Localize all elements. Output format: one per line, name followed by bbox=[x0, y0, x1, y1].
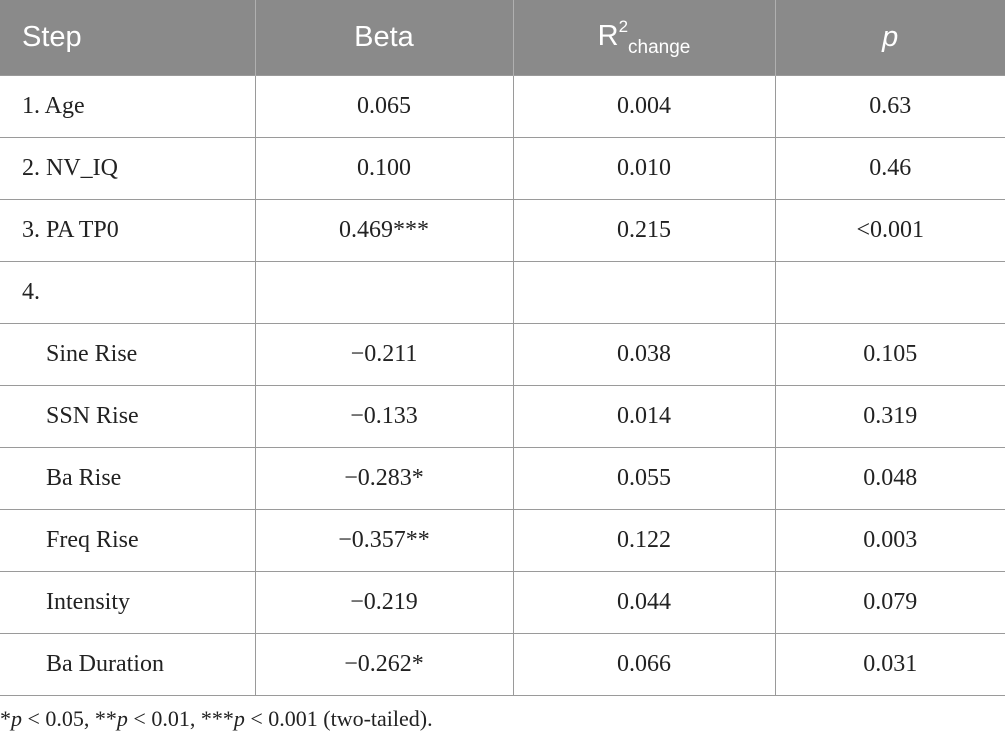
cell-beta: −0.219 bbox=[254, 571, 514, 634]
footnote-p-symbol: p bbox=[11, 706, 22, 731]
cell-p: 0.031 bbox=[774, 633, 1005, 696]
cell-p: 0.63 bbox=[774, 75, 1005, 138]
cell-p: 0.079 bbox=[774, 571, 1005, 634]
footnote-p-symbol: p bbox=[233, 706, 245, 731]
header-r2-subscript: change bbox=[628, 36, 691, 58]
header-r2-change: R2change bbox=[512, 0, 775, 76]
cell-beta: −0.211 bbox=[254, 323, 514, 386]
cell-step: Ba Rise bbox=[0, 447, 256, 510]
cell-r2-change: 0.014 bbox=[512, 385, 776, 448]
footnote-text: < 0.001 (two-tailed). bbox=[244, 706, 433, 731]
cell-p: 0.319 bbox=[774, 385, 1005, 448]
table-row: 2. NV_IQ 0.100 0.010 0.46 bbox=[0, 137, 1005, 200]
cell-step: Intensity bbox=[0, 571, 256, 634]
cell-step: 3. PA TP0 bbox=[0, 199, 256, 262]
footnote-p-symbol: p bbox=[116, 706, 128, 731]
header-r2-base: R bbox=[597, 19, 619, 52]
cell-beta: −0.133 bbox=[254, 385, 514, 448]
cell-step: Sine Rise bbox=[0, 323, 256, 386]
table-row: 4. bbox=[0, 261, 1005, 324]
table-row: Intensity −0.219 0.044 0.079 bbox=[0, 571, 1005, 634]
table-footnote: *p < 0.05, **p < 0.01, ***p < 0.001 (two… bbox=[0, 706, 433, 732]
cell-p: 0.048 bbox=[774, 447, 1005, 510]
table-row: Sine Rise −0.211 0.038 0.105 bbox=[0, 323, 1005, 386]
cell-r2-change: 0.010 bbox=[512, 137, 776, 200]
cell-r2-change: 0.066 bbox=[512, 633, 776, 696]
cell-p: 0.105 bbox=[774, 323, 1005, 386]
table-row: Ba Rise −0.283* 0.055 0.048 bbox=[0, 447, 1005, 510]
table-row: SSN Rise −0.133 0.014 0.319 bbox=[0, 385, 1005, 448]
cell-step: Freq Rise bbox=[0, 509, 256, 572]
cell-p: 0.003 bbox=[774, 509, 1005, 572]
cell-step: SSN Rise bbox=[0, 385, 256, 448]
table-row: Ba Duration −0.262* 0.066 0.031 bbox=[0, 633, 1005, 696]
header-beta: Beta bbox=[254, 0, 513, 76]
cell-r2-change: 0.055 bbox=[512, 447, 776, 510]
table-row: 1. Age 0.065 0.004 0.63 bbox=[0, 75, 1005, 138]
cell-p: 0.46 bbox=[774, 137, 1005, 200]
cell-beta: −0.357** bbox=[254, 509, 514, 572]
regression-table: Step Beta R2change p 1. Age 0.065 0.004 … bbox=[0, 0, 1005, 696]
cell-r2-change: 0.038 bbox=[512, 323, 776, 386]
cell-beta: 0.100 bbox=[254, 137, 514, 200]
cell-beta: 0.065 bbox=[254, 75, 514, 138]
footnote-star: * bbox=[0, 706, 11, 731]
cell-step: 2. NV_IQ bbox=[0, 137, 256, 200]
cell-beta: −0.262* bbox=[254, 633, 514, 696]
footnote-text: < 0.05, ** bbox=[22, 706, 117, 731]
cell-r2-change: 0.122 bbox=[512, 509, 776, 572]
table-row: Freq Rise −0.357** 0.122 0.003 bbox=[0, 509, 1005, 572]
cell-r2-change: 0.215 bbox=[512, 199, 776, 262]
header-row: Step Beta R2change p bbox=[0, 0, 1005, 76]
cell-step: Ba Duration bbox=[0, 633, 256, 696]
cell-step: 4. bbox=[0, 261, 256, 324]
cell-r2-change: 0.044 bbox=[512, 571, 776, 634]
header-r2-superscript: 2 bbox=[618, 16, 629, 36]
cell-step: 1. Age bbox=[0, 75, 256, 138]
header-p: p bbox=[774, 0, 1005, 76]
cell-p: <0.001 bbox=[774, 199, 1005, 262]
cell-p bbox=[774, 261, 1005, 324]
cell-beta: 0.469*** bbox=[254, 199, 514, 262]
cell-beta: −0.283* bbox=[254, 447, 514, 510]
cell-beta bbox=[254, 261, 514, 324]
header-step: Step bbox=[0, 0, 255, 76]
cell-r2-change: 0.004 bbox=[512, 75, 776, 138]
cell-r2-change bbox=[512, 261, 776, 324]
table-row: 3. PA TP0 0.469*** 0.215 <0.001 bbox=[0, 199, 1005, 262]
footnote-text: < 0.01, *** bbox=[127, 706, 234, 731]
